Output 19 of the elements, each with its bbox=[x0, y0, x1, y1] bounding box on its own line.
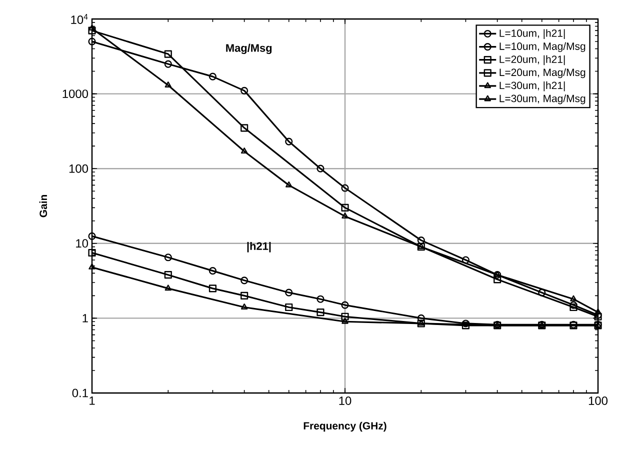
y-tick-label: 1000 bbox=[62, 90, 88, 98]
y-axis-title: Gain bbox=[39, 195, 48, 218]
y-tick-label: 0.1 bbox=[72, 388, 88, 398]
legend-label: L=20um, |h21| bbox=[500, 55, 565, 66]
x-tick-label: 100 bbox=[588, 396, 608, 405]
y-tick-label: 100 bbox=[69, 164, 88, 173]
y-tick-label: 1 bbox=[82, 314, 88, 322]
legend-label: L=20um, Mag/Msg bbox=[500, 68, 586, 78]
legend-label: L=10um, Mag/Msg bbox=[500, 42, 586, 52]
y-tick-label: 10$^{4}$ bbox=[71, 14, 88, 24]
legend-label: L=30um, Mag/Msg bbox=[500, 94, 586, 104]
x-tick-label: 1 bbox=[90, 396, 95, 405]
legend-label: L=30um, |h21| bbox=[500, 81, 565, 92]
y-tick-label: 10 bbox=[76, 239, 88, 248]
x-tick-label: 10 bbox=[339, 396, 352, 405]
x-axis-title: Frequency (GHz) bbox=[304, 422, 386, 432]
annotation: Mag/Msg bbox=[226, 44, 272, 54]
legend-label: L=10um, |h21| bbox=[500, 29, 565, 39]
annotation: |h21| bbox=[247, 242, 271, 252]
